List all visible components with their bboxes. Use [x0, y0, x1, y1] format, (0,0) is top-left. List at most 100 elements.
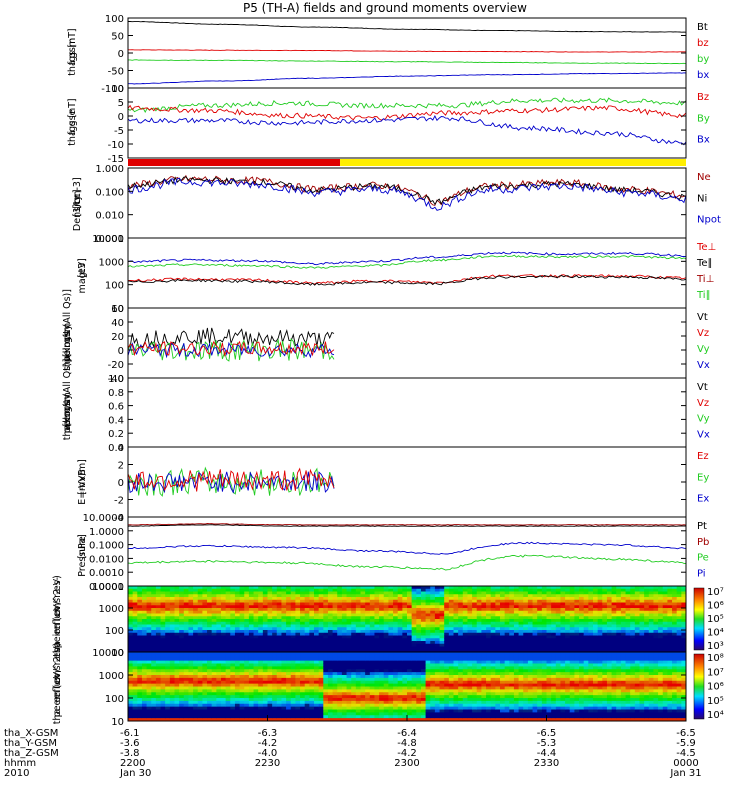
spectrogram-cell	[211, 660, 217, 665]
spectrogram-cell	[327, 586, 334, 590]
spectrogram-cell	[295, 619, 301, 623]
spectrogram-cell	[197, 646, 203, 650]
spectrogram-cell	[262, 692, 268, 696]
spectrogram-cell	[397, 610, 403, 614]
spectrogram-cell	[327, 706, 334, 711]
spectrogram-cell	[151, 597, 157, 601]
spectrogram-cell	[295, 597, 301, 601]
spectrogram-cell	[193, 599, 199, 603]
spectrogram-cell	[653, 621, 659, 625]
spectrogram-cell	[430, 718, 436, 722]
y-tick-label: 60	[111, 304, 124, 315]
spectrogram-cell	[588, 588, 594, 592]
spectrogram-cell	[495, 635, 501, 639]
spectrogram-cell	[500, 632, 506, 636]
spectrogram-cell	[258, 602, 264, 606]
spectrogram-cell	[393, 660, 399, 665]
spectrogram-cell	[151, 672, 157, 676]
spectrogram-cell	[272, 599, 278, 603]
spectrogram-cell	[351, 621, 357, 625]
spectrogram-cell	[188, 680, 194, 685]
spectrogram-cell	[597, 616, 603, 620]
spectrogram-cell	[616, 630, 622, 634]
spectrogram-cell	[179, 666, 185, 670]
spectrogram-cell	[151, 663, 157, 667]
spectrogram-cell	[416, 677, 422, 682]
spectrogram-cell	[318, 627, 324, 631]
spectrogram-cell	[239, 641, 245, 645]
spectrogram-cell	[518, 591, 524, 595]
spectrogram-cell	[388, 605, 394, 609]
spectrogram-cell	[462, 706, 468, 711]
spectrogram-cell	[527, 621, 534, 625]
spectrogram-cell	[495, 586, 501, 590]
spectrogram-cell	[430, 706, 436, 711]
spectrogram-cell	[602, 632, 608, 636]
spectrogram-cell	[351, 657, 357, 662]
y-axis-label-line: eflux	[52, 607, 63, 631]
spectrogram-cell	[225, 706, 231, 711]
spectrogram-cell	[351, 669, 357, 673]
spectrogram-cell	[207, 666, 213, 670]
spectrogram-cell	[318, 715, 324, 719]
spectrogram-cell	[616, 616, 622, 620]
spectrogram-cell	[174, 709, 180, 713]
spectrogram-cell	[658, 597, 664, 601]
spectrogram-cell	[462, 630, 468, 634]
spectrogram-cell	[476, 660, 482, 665]
spectrogram-cell	[276, 641, 282, 645]
spectrogram-cell	[202, 597, 208, 601]
spectrogram-cell	[388, 669, 394, 673]
spectrogram-cell	[188, 669, 194, 673]
spectrogram-cell	[537, 635, 543, 639]
spectrogram-cell	[207, 627, 213, 631]
spectrogram-cell	[416, 627, 422, 631]
spectrogram-cell	[193, 706, 199, 711]
spectrogram-cell	[197, 700, 203, 705]
spectrogram-cell	[337, 698, 343, 702]
spectrogram-cell	[388, 706, 394, 711]
spectrogram-cell	[309, 619, 315, 623]
spectrogram-cell	[193, 718, 199, 722]
spectrogram-cell	[402, 666, 408, 670]
spectrogram-cell	[467, 613, 473, 617]
spectrogram-cell	[434, 680, 441, 685]
spectrogram-cell	[230, 706, 236, 711]
spectrogram-cell	[295, 698, 301, 702]
y-tick-label: 0.0100	[89, 554, 124, 565]
spectrogram-cell	[476, 643, 482, 647]
spectrogram-cell	[597, 608, 603, 612]
spectrogram-cell	[555, 632, 561, 636]
spectrogram-cell	[193, 657, 199, 662]
spectrogram-cell	[253, 594, 259, 598]
spectrogram-cell	[667, 591, 673, 595]
spectrogram-cell	[402, 643, 408, 647]
spectrogram-cell	[197, 672, 203, 676]
spectrogram-cell	[379, 666, 385, 670]
plot-area-espec	[128, 652, 687, 722]
spectrogram-cell	[230, 700, 236, 705]
spectrogram-cell	[616, 638, 622, 642]
spectrogram-cell	[448, 660, 454, 665]
spectrogram-cell	[276, 610, 282, 614]
y-tick-label: 0.6	[108, 402, 124, 413]
spectrogram-cell	[202, 686, 208, 690]
spectrogram-cell	[151, 613, 157, 617]
spectrogram-cell	[481, 675, 487, 679]
spectrogram-cell	[458, 675, 464, 679]
series-black	[128, 21, 687, 33]
spectrogram-cell	[439, 646, 445, 650]
spectrogram-cell	[146, 660, 152, 665]
spectrogram-cell	[393, 652, 399, 656]
spectrogram-cell	[462, 613, 468, 617]
spectrogram-cell	[532, 613, 538, 617]
spectrogram-cell	[332, 677, 338, 682]
spectrogram-cell	[472, 646, 478, 650]
spectrogram-cell	[430, 683, 436, 688]
spectrogram-cell	[425, 619, 431, 623]
spectrogram-cell	[593, 635, 599, 639]
spectrogram-cell	[513, 591, 520, 595]
spectrogram-cell	[500, 586, 506, 590]
spectrogram-cell	[193, 619, 199, 623]
